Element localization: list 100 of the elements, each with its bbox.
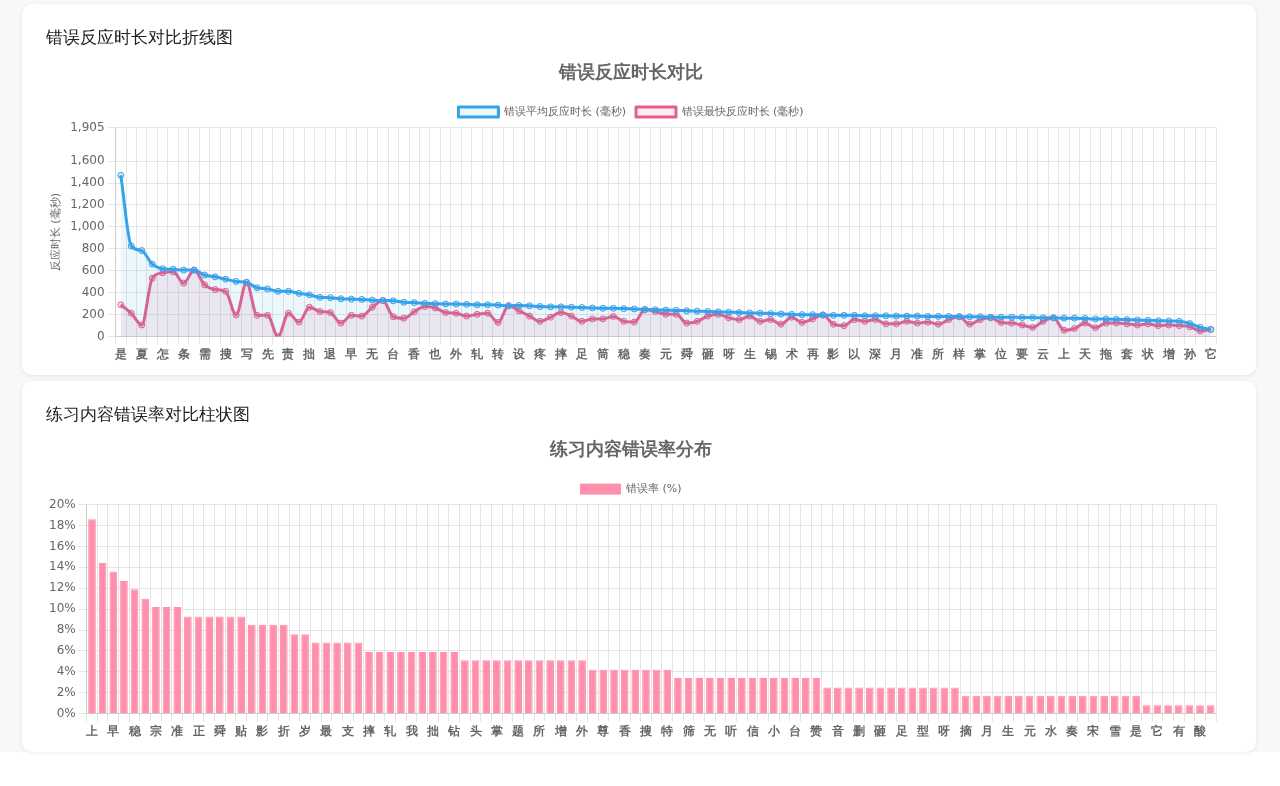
bar [311,642,320,714]
x-tick-label: 转 [491,346,505,361]
bar [1110,695,1119,714]
bar [972,695,981,714]
x-tick-label: 早 [344,346,358,361]
bar [482,660,491,714]
x-tick-label: 呀 [938,723,951,738]
bar [269,624,277,714]
bar [588,669,597,714]
x-tick-label: 轧 [383,723,398,738]
x-tick-label: 足 [894,723,908,738]
y-tick-label: 14% [49,559,76,574]
bar [855,687,863,714]
x-tick-label: 疼 [533,346,548,361]
x-tick-label: 条 [176,346,190,361]
x-tick-label: 稳 [127,723,142,738]
x-tick-label: 尊 [596,723,610,738]
x-tick-label: 搜 [218,346,232,361]
x-tick-label: 套 [1119,346,1133,361]
x-tick-label: 有 [1171,723,1185,738]
x-tick-label: 香 [407,346,422,361]
x-tick-label: 掌 [974,346,987,361]
x-tick-label: 天 [1077,346,1092,361]
x-tick-label: 足 [574,346,588,361]
y-tick-label: 18% [49,517,76,532]
bar [663,669,672,714]
y-tick-label: 16% [49,538,76,553]
x-tick-label: 题 [511,723,525,738]
x-tick-label: 我 [404,723,418,738]
x-tick-label: 增 [1161,346,1175,361]
x-tick-label: 退 [323,346,338,361]
x-tick-label: 香 [617,723,632,738]
x-tick-label: 赞 [809,723,823,738]
text: 练习内容错误率对比柱状图 [46,403,251,426]
bar [493,660,501,714]
x-tick-label: 是 [1129,723,1143,738]
x-tick-label: 筒 [595,346,609,361]
x-tick-label: 折 [276,723,290,738]
bar [951,687,959,714]
bar [1078,695,1087,714]
x-tick-label: 正 [191,723,205,738]
bar [418,651,427,714]
x-tick-label: 舜 [679,346,693,361]
x-tick-label: 小 [766,723,781,738]
bar [216,616,224,714]
x-tick-label: 锡 [763,346,777,361]
bar [120,580,128,714]
x-tick-label: 拙 [302,346,316,361]
bar [514,660,522,714]
x-tick-label: 元 [1022,723,1036,738]
x-tick-label: 筛 [681,723,695,738]
y-tick-label: 1,905 [70,119,105,134]
x-tick-label: 砸 [873,723,887,738]
x-tick-label: 影 [255,723,269,738]
x-tick-label: 云 [1037,346,1050,361]
x-tick-label: 无 [702,723,717,738]
y-tick-label: 1,600 [70,153,105,168]
bar [801,678,810,714]
bar [365,651,373,714]
x-tick-label: 摘 [958,723,972,738]
x-tick-label: 特 [660,723,674,738]
bar [983,695,991,714]
x-tick-label: 设 [512,346,527,361]
x-tick-label: 写 [240,346,253,361]
x-tick-label: 深 [868,346,883,361]
bar [237,616,245,714]
bar [141,598,150,714]
x-tick-label: 舜 [212,723,226,738]
bar [833,687,842,714]
y-tick-label: 400 [81,284,105,299]
bar [738,678,746,714]
bar [1047,695,1055,714]
bar [1015,695,1023,714]
bar [1132,695,1140,714]
x-tick-label: 它 [1151,723,1164,738]
x-tick-label: 怎 [155,346,170,361]
x-tick-label: 夏 [134,346,148,361]
y-tick-label: 10% [49,601,76,616]
bar [386,651,395,714]
x-tick-label: 信 [745,723,759,738]
bar [301,634,309,714]
x-tick-label: 它 [1204,346,1217,361]
bar [1036,695,1045,714]
chart-title: 练习内容错误率分布 [549,438,712,460]
x-tick-label: 月 [889,346,903,361]
y-axis-title: 反应时长 (毫秒) [49,193,63,272]
x-tick-label: 呀 [722,346,735,361]
x-tick-label: 奏 [1065,723,1079,738]
x-tick-label: 生 [1001,723,1015,738]
x-tick-label: 以 [848,346,862,361]
y-tick-label: 2% [56,684,76,699]
x-tick-label: 听 [725,723,738,738]
x-tick-label: 钻 [447,723,461,738]
x-tick-label: 生 [742,346,756,361]
x-tick-label: 删 [852,723,866,738]
bar [1068,695,1077,714]
x-tick-label: 准 [171,723,184,738]
bar [1100,695,1108,714]
x-tick-label: 砸 [700,346,714,361]
x-tick-label: 需 [198,346,211,361]
